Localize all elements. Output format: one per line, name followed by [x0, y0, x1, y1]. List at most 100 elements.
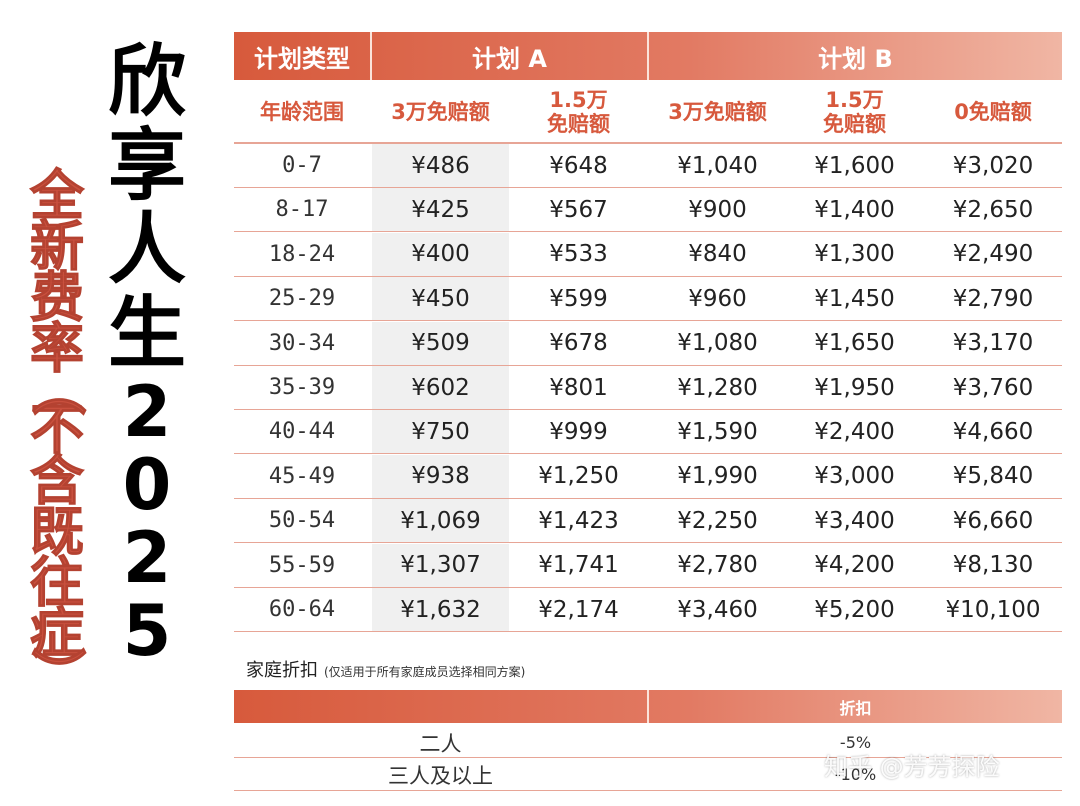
discount-row-value: -10%	[834, 765, 877, 784]
family-discount-label: 家庭折扣	[246, 660, 318, 681]
premium-cell: ¥840	[688, 241, 747, 268]
age-cell: 60-64	[268, 597, 336, 622]
table-row: 50-54 ¥1,069 ¥1,423 ¥2,250 ¥3,400 ¥6,660	[234, 499, 1062, 544]
age-cell: 50-54	[268, 508, 336, 534]
table-row: 60-64 ¥1,632 ¥2,174 ¥3,460 ¥5,200 ¥10,100	[234, 588, 1062, 632]
title-char: 人	[107, 205, 186, 295]
watermark: 知乎 @芳芳探险	[824, 753, 1000, 781]
age-cell: 30-34	[268, 330, 336, 356]
premium-cell: ¥1,741	[538, 552, 619, 579]
premium-cell: ¥2,780	[677, 552, 758, 579]
age-cell: 8-17	[275, 197, 329, 223]
premium-cell: ¥3,460	[677, 596, 758, 623]
column-header: 3万免赔额	[391, 100, 490, 124]
title-char: 生	[107, 289, 186, 379]
premium-cell: ¥450	[372, 277, 509, 321]
subtitle-char: 含	[30, 449, 85, 512]
family-discount-note: (仅适用于所有家庭成员选择相同方案)	[324, 665, 526, 679]
premium-cell: ¥1,040	[677, 152, 758, 179]
premium-cell: ¥3,760	[952, 374, 1034, 401]
premium-cell: ¥8,130	[952, 552, 1034, 579]
subtitle-char: 往	[30, 551, 85, 614]
title-char: 2	[122, 517, 172, 599]
premium-cell: ¥1,600	[814, 152, 895, 179]
age-cell: 40-44	[268, 419, 336, 445]
premium-cell: ¥900	[688, 196, 747, 223]
subtitle-char: 新	[30, 215, 85, 278]
premium-cell: ¥1,950	[814, 374, 895, 401]
subtitle-char: 症	[30, 602, 85, 665]
table-row: 25-29 ¥450 ¥599 ¥960 ¥1,450 ¥2,790	[234, 277, 1062, 322]
premium-cell: ¥567	[549, 196, 608, 223]
plan-b-header: 计划 B	[818, 44, 893, 73]
discount-row-label: 二人	[419, 731, 462, 756]
premium-cell: ¥1,300	[814, 241, 895, 268]
table-row: 8-17 ¥425 ¥567 ¥900 ¥1,400 ¥2,650	[234, 188, 1062, 233]
age-cell: 0-7	[282, 153, 322, 178]
subtitle-char: 全	[30, 164, 85, 227]
premium-cell: ¥1,632	[372, 588, 509, 631]
header-divider	[647, 690, 649, 723]
premium-cell: ¥960	[688, 285, 747, 312]
premium-cell: ¥3,000	[814, 463, 895, 490]
premium-cell: ¥3,400	[814, 507, 895, 534]
age-cell: 18-24	[268, 241, 336, 267]
premium-cell: ¥425	[372, 188, 509, 232]
title-char: 0	[122, 444, 172, 526]
table-row: 35-39 ¥602 ¥801 ¥1,280 ¥1,950 ¥3,760	[234, 366, 1062, 410]
table-row: 0-7 ¥486 ¥648 ¥1,040 ¥1,600 ¥3,020	[234, 144, 1062, 188]
subtitle-char: （	[26, 362, 90, 417]
premium-cell: ¥5,200	[814, 596, 895, 623]
subtitle-char: 既	[30, 500, 85, 563]
title-char: 享	[107, 121, 186, 211]
premium-cell: ¥1,650	[814, 330, 895, 357]
premium-cell: ¥1,590	[677, 418, 758, 445]
discount-header: 折扣	[839, 698, 872, 718]
premium-cell: ¥6,660	[952, 507, 1034, 534]
premium-cell: ¥1,080	[677, 330, 758, 357]
premium-cell: ¥1,250	[538, 463, 619, 490]
column-header: 3万免赔额	[668, 100, 767, 124]
premium-cell: ¥1,423	[538, 507, 619, 534]
header-divider	[370, 32, 372, 80]
premium-cell: ¥533	[549, 241, 608, 268]
subtitle-char: 不	[30, 398, 85, 461]
subtitle-vertical: 全新费率（不含既往症）	[22, 164, 92, 702]
premium-cell: ¥648	[549, 152, 608, 179]
premium-cell: ¥1,280	[677, 374, 758, 401]
discount-row: 二人 -5%	[234, 728, 1062, 758]
premium-cell: ¥1,450	[814, 285, 895, 312]
title-char: 欣	[107, 37, 186, 127]
age-cell: 55-59	[268, 552, 336, 578]
table-row: 40-44 ¥750 ¥999 ¥1,590 ¥2,400 ¥4,660	[234, 410, 1062, 455]
premium-cell: ¥400	[372, 232, 509, 276]
plan-type-header: 计划类型	[254, 44, 350, 73]
table-row: 55-59 ¥1,307 ¥1,741 ¥2,780 ¥4,200 ¥8,130	[234, 543, 1062, 588]
premium-cell: ¥2,650	[952, 196, 1034, 223]
premium-cell: ¥602	[372, 366, 509, 409]
age-cell: 45-49	[268, 463, 336, 489]
header-rule	[234, 142, 1062, 144]
premium-cell: ¥2,490	[952, 241, 1034, 268]
discount-row-value: -5%	[839, 733, 872, 752]
discount-row: 三人及以上 -10%	[234, 759, 1062, 791]
premium-cell: ¥3,020	[952, 152, 1034, 179]
age-range-header: 年龄范围	[260, 100, 344, 124]
premium-cell: ¥509	[372, 321, 509, 365]
column-header: 1.5万 免赔额	[823, 88, 886, 136]
premium-cell: ¥938	[372, 454, 509, 498]
premium-cell: ¥4,200	[814, 552, 895, 579]
header-divider	[647, 32, 649, 80]
premium-cell: ¥1,990	[677, 463, 758, 490]
subtitle-char: 率	[30, 317, 85, 380]
subtitle-char: ）	[26, 647, 90, 702]
premium-cell: ¥4,660	[952, 418, 1034, 445]
premium-cell: ¥678	[549, 330, 608, 357]
age-cell: 35-39	[268, 375, 336, 400]
table-row: 18-24 ¥400 ¥533 ¥840 ¥1,300 ¥2,490	[234, 232, 1062, 277]
table-row: 45-49 ¥938 ¥1,250 ¥1,990 ¥3,000 ¥5,840	[234, 454, 1062, 499]
premium-cell: ¥2,790	[952, 285, 1034, 312]
premium-cell: ¥750	[372, 410, 509, 454]
premium-cell: ¥3,170	[952, 330, 1034, 357]
